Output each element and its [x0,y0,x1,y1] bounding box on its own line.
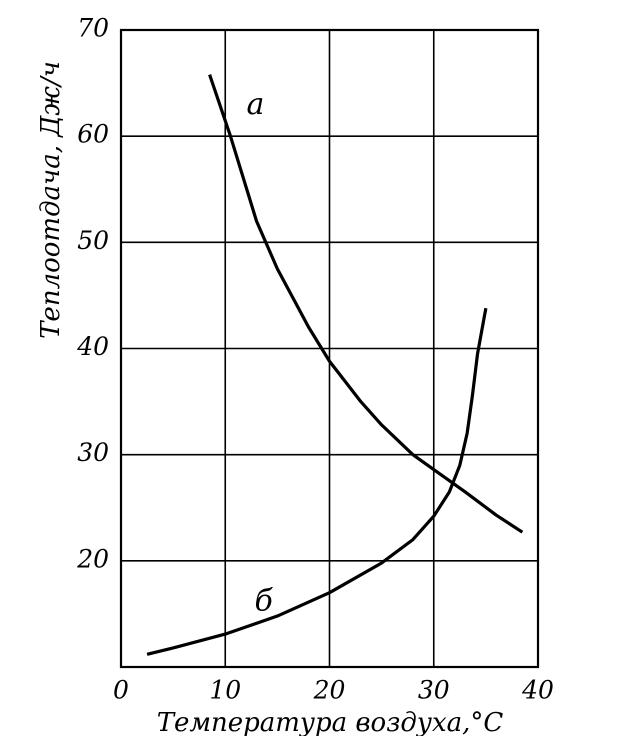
series-line [146,307,488,656]
y-tick-label: 30 [77,438,109,467]
series-label: а [246,87,264,122]
series-line [208,74,524,534]
y-tick-label: 70 [77,14,109,43]
y-tick-label: 60 [77,120,109,149]
series-label: б [255,584,274,619]
x-tick-label: 30 [418,676,450,705]
x-tick-label: 20 [313,676,346,705]
y-axis-title: Теплоотдача, Дж/ч [36,61,66,339]
y-tick-label: 20 [76,544,109,573]
x-tick-label: 40 [521,676,554,705]
x-axis-title: Температура воздуха,°С [157,708,504,736]
plot-frame [119,28,540,669]
y-tick-label: 40 [76,332,109,361]
x-tick-label: 10 [209,676,241,705]
y-tick-label: 50 [77,226,109,255]
x-tick-label: 0 [113,676,129,705]
